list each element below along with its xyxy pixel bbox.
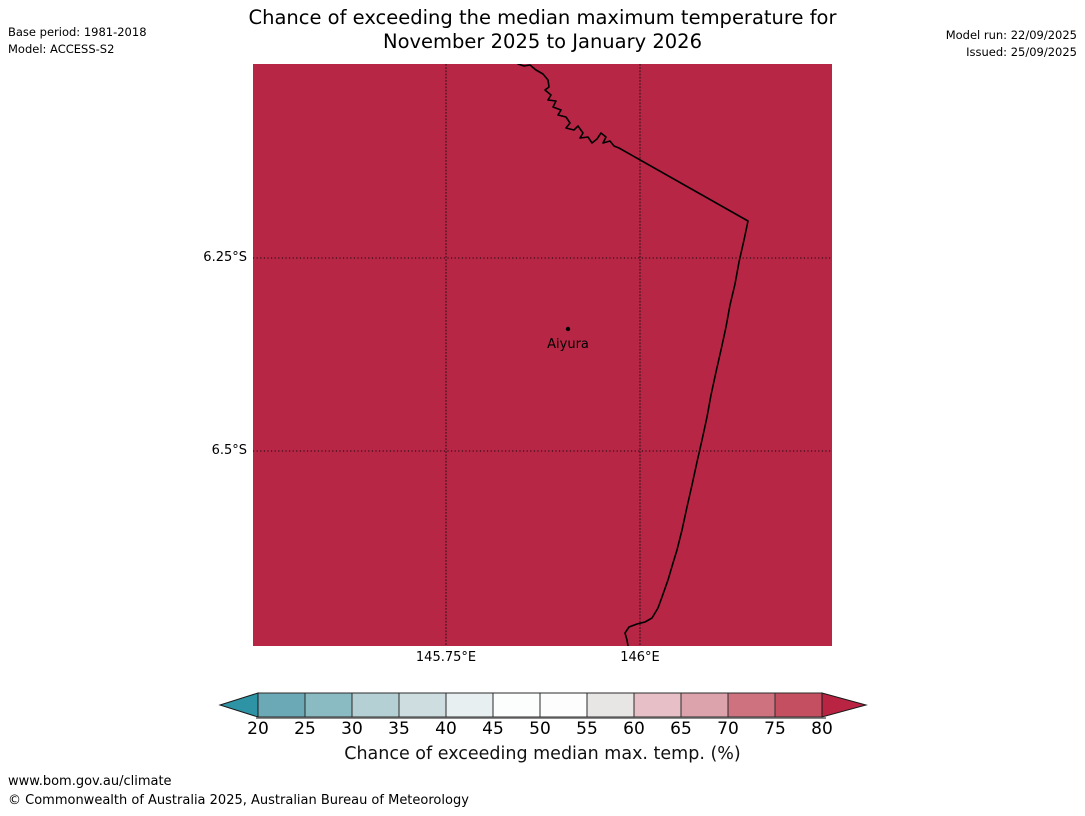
forecast-map [253,64,832,646]
colorbar-segment [586,692,635,718]
run-metadata-right: Model run: 22/09/2025 Issued: 25/09/2025 [946,27,1077,61]
colorbar-tick-label: 30 [341,719,363,739]
colorbar-tick-label: 40 [435,719,457,739]
colorbar-tick-label: 55 [576,719,598,739]
colorbar-tick-label: 60 [623,719,645,739]
map-fill [253,64,832,646]
colorbar-segment [680,692,729,718]
colorbar-segment [492,692,541,718]
copyright-text: © Commonwealth of Australia 2025, Austra… [8,793,469,808]
colorbar-segment [445,692,494,718]
colorbar-tick-label: 65 [670,719,692,739]
colorbar-left-arrow [218,692,259,718]
colorbar-caption: Chance of exceeding median max. temp. (%… [344,744,741,764]
colorbar-segment [398,692,447,718]
colorbar-tick-label: 20 [247,719,269,739]
run-metadata-left: Base period: 1981-2018 Model: ACCESS-S2 [8,24,147,58]
colorbar-right-arrow [821,692,868,718]
colorbar-segment [351,692,400,718]
colorbar-tick-label: 80 [811,719,833,739]
colorbar-segment [257,692,306,718]
page-title: Chance of exceeding the median maximum t… [0,6,1085,53]
station-label: Aiyura [547,337,589,352]
lon-tick-label: 145.75°E [415,650,477,665]
colorbar-tick-label: 25 [294,719,316,739]
lon-tick-label: 146°E [620,650,660,665]
page-title-line1: Chance of exceeding the median maximum t… [248,6,837,29]
model-label: Model: ACCESS-S2 [8,42,115,56]
colorbar-tick-label: 70 [717,719,739,739]
bom-url-text: www.bom.gov.au/climate [8,774,172,789]
colorbar-tick-label: 75 [764,719,786,739]
base-period-label: Base period: 1981-2018 [8,25,147,39]
colorbar-segment [304,692,353,718]
page-title-line2: November 2025 to January 2026 [383,29,702,53]
colorbar-segment [633,692,682,718]
lat-tick-label: 6.25°S [203,250,247,265]
lat-tick-label: 6.5°S [211,443,247,458]
colorbar-segment [727,692,776,718]
colorbar-tick-label: 50 [529,719,551,739]
colorbar [218,692,868,719]
station-marker-dot [565,326,571,332]
colorbar-tick-label: 35 [388,719,410,739]
model-run-label: Model run: 22/09/2025 [945,28,1077,42]
district-boundary-line [517,64,749,646]
issued-label: Issued: 25/09/2025 [966,45,1077,59]
colorbar-segment [539,692,588,718]
colorbar-segment [774,692,823,718]
colorbar-tick-label: 45 [482,719,504,739]
